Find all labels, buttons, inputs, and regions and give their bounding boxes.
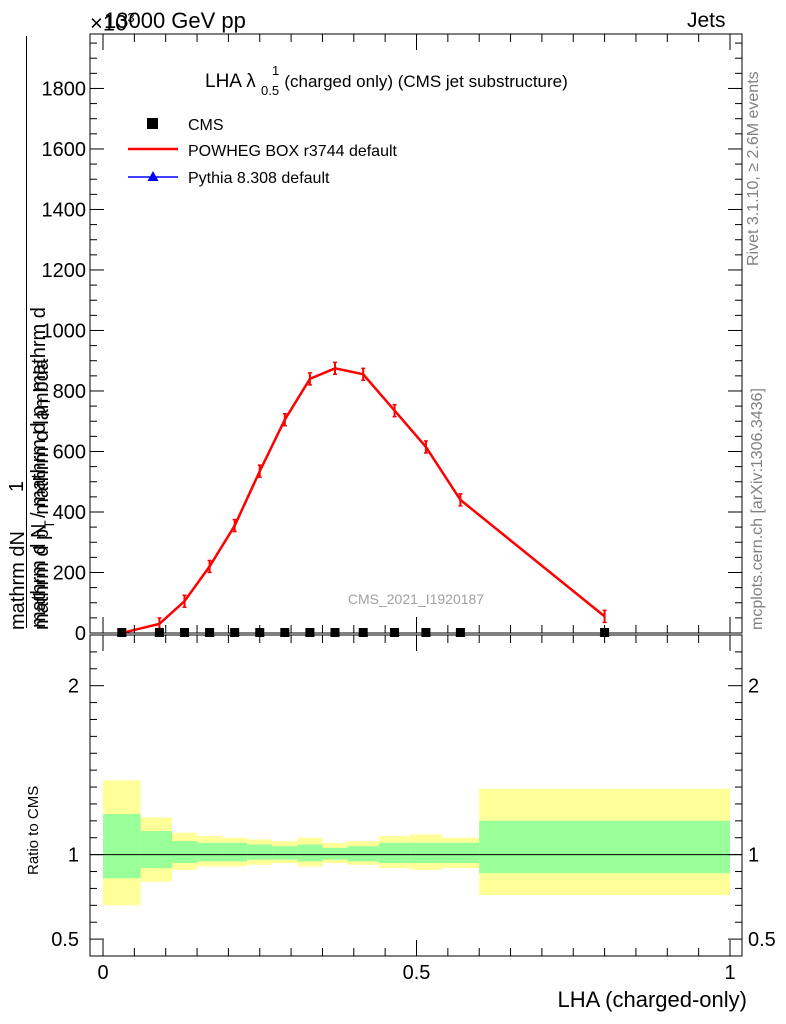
plot-title-rest: (charged only) (CMS jet substructure) (284, 72, 567, 91)
y-scale-exponent: 3 (127, 10, 135, 25)
mcplots-reference-label: mcplots.cern.ch [arXiv:1306.3436] (749, 388, 766, 630)
y-axis-label-denominator-sub: T (37, 397, 53, 406)
y-axis-label-denominator-tail: mathrm d (28, 307, 50, 398)
ratio-inner-band-bin (347, 846, 379, 862)
ratio-inner-band-bin (272, 846, 298, 860)
y-tick-label: 1600 (42, 139, 87, 161)
y-scale-multiplier: ×103 (90, 10, 135, 36)
y-tick-label: 800 (53, 381, 86, 403)
y-axis-label-denominator: mathrm d N / mathrm d pT mathrm d (28, 307, 53, 628)
legend-pythia-label: Pythia 8.308 default (188, 170, 330, 187)
axis-ticks (90, 34, 742, 957)
legend-cms-label: CMS (188, 117, 224, 134)
x-tick-label: 0.5 (403, 962, 431, 984)
powheg-error-bars (157, 361, 607, 631)
ratio-inner-band-bin (441, 842, 480, 864)
y-tick-label: 1800 (42, 78, 87, 100)
y-tick-label: 600 (53, 441, 86, 463)
plot-title-main: LHA λ (205, 71, 256, 92)
ratio-y-tick-label: 1 (68, 845, 79, 867)
ratio-y-tick-label: 0.5 (51, 929, 79, 951)
y-axis-label-numerator-text: mathrm dN (7, 531, 29, 630)
ratio-inner-band-bin (410, 842, 442, 864)
plot-title-sub: 0.5 (261, 83, 279, 98)
legend-powheg-label: POWHEG BOX r3744 default (188, 143, 398, 160)
ratio-y-tick-label-right: 2 (748, 676, 759, 698)
y-axis-label-numerator-deriv: mathrm d pT mathrm d lambda (31, 358, 57, 630)
ratio-inner-band (103, 814, 730, 879)
y-tick-label: 0 (75, 623, 86, 645)
watermark: CMS_2021_I1920187 (348, 591, 484, 607)
plot-title-sup: 1 (272, 63, 279, 78)
ratio-inner-band-bin (322, 847, 348, 860)
legend-cms-marker (147, 118, 158, 129)
ratio-inner-band-bin (222, 842, 248, 862)
ratio-y-tick-label: 2 (68, 676, 79, 698)
powheg-series-line (121, 366, 606, 635)
y-axis-label-deriv-sub: T (41, 520, 57, 529)
y-axis-label-denominator-text: mathrm d N / mathrm d p (28, 405, 50, 628)
y-axis-label-numerator: mathrm dN (7, 531, 29, 630)
y-scale-factor: ×10 (90, 10, 128, 36)
ratio-inner-band-bin (297, 844, 323, 862)
legend-pythia-marker (147, 171, 159, 181)
ratio-inner-band-bin (140, 830, 172, 869)
y-axis-label-fraction-bar (26, 36, 27, 628)
x-tick-label: 1 (724, 962, 735, 984)
ratio-inner-band-bin (103, 814, 141, 879)
ratio-y-axis-label: Ratio to CMS (25, 786, 42, 875)
axis-tick-labels: 0 200 400 600 800 1000 1200 1400 1600 1800 0 0.5 1 0.… (42, 78, 776, 984)
y-axis-label-deriv-text: mathrm d p (31, 529, 53, 630)
y-tick-label: 1400 (42, 199, 87, 221)
y-tick-label: 1000 (42, 320, 87, 342)
y-tick-label: 400 (53, 502, 86, 524)
y-tick-label: 1200 (42, 260, 87, 282)
ratio-inner-band-bin (378, 842, 411, 864)
ratio-inner-band-bin (247, 844, 273, 860)
rivet-version-label: Rivet 3.1.10, ≥ 2.6M events (745, 71, 762, 266)
x-axis-label: LHA (charged-only) (557, 987, 747, 1012)
legend: CMS POWHEG BOX r3744 default Pythia 8.30… (128, 117, 398, 187)
x-tick-label: 0 (97, 962, 108, 984)
ratio-inner-band-bin (479, 820, 730, 874)
ratio-inner-band-bin (171, 841, 198, 864)
ratio-y-tick-label-right: 1 (748, 845, 759, 867)
y-tick-label: 200 (53, 562, 86, 584)
ratio-y-tick-label-right: 0.5 (748, 929, 776, 951)
header-process: Jets (687, 9, 726, 32)
header-energy: 13000 GeV pp (104, 8, 246, 33)
y-axis-label-deriv-tail: mathrm d lambda (31, 358, 53, 520)
plot-title: LHA λ 0.5 (charged only) (CMS jet substr… (205, 71, 568, 100)
ratio-inner-band-bin (197, 842, 223, 862)
